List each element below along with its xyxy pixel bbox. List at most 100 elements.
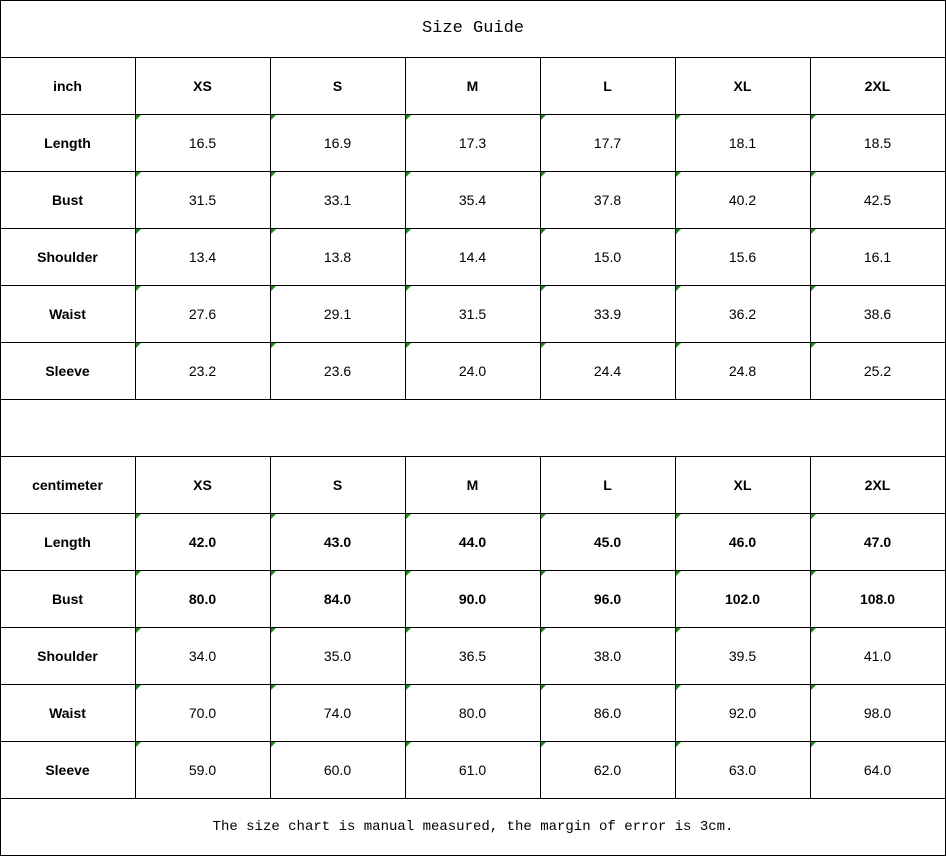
table-cell: 13.8 — [323, 248, 352, 265]
grid-line — [0, 627, 946, 628]
error-indicator-icon — [406, 229, 411, 234]
row-label-bust: Bust — [51, 191, 84, 208]
error-indicator-icon — [811, 229, 816, 234]
table-cell: 40.2 — [728, 191, 757, 208]
grid-line — [0, 285, 946, 286]
table-cell: 63.0 — [728, 761, 757, 778]
error-indicator-icon — [406, 115, 411, 120]
table-cell: 24.4 — [593, 362, 622, 379]
error-indicator-icon — [811, 685, 816, 690]
error-indicator-icon — [811, 742, 816, 747]
grid-line — [0, 741, 946, 742]
error-indicator-icon — [676, 115, 681, 120]
row-label-length: Length — [44, 134, 91, 151]
table-cell: 80.0 — [458, 704, 487, 721]
table-cell: 90.0 — [458, 590, 487, 607]
table-cell: 17.3 — [458, 134, 487, 151]
error-indicator-icon — [406, 343, 411, 348]
grid-line — [675, 57, 676, 399]
row-label-shoulder: Shoulder — [37, 647, 98, 664]
error-indicator-icon — [811, 115, 816, 120]
row-label-sleeve: Sleeve — [45, 761, 90, 778]
row-label-sleeve: Sleeve — [45, 362, 90, 379]
error-indicator-icon — [406, 742, 411, 747]
table-cell: 38.6 — [863, 305, 892, 322]
size-header-2xl: 2XL — [864, 77, 891, 94]
table-cell: 18.5 — [863, 134, 892, 151]
grid-line — [540, 456, 541, 798]
table-cell: 42.5 — [863, 191, 892, 208]
size-header-2xl: 2XL — [864, 476, 891, 493]
table-cell: 98.0 — [863, 704, 892, 721]
error-indicator-icon — [136, 172, 141, 177]
table-cell: 16.9 — [323, 134, 352, 151]
table-cell: 23.6 — [323, 362, 352, 379]
error-indicator-icon — [676, 229, 681, 234]
grid-line — [270, 456, 271, 798]
table-cell: 34.0 — [188, 647, 217, 664]
error-indicator-icon — [136, 286, 141, 291]
row-label-bust: Bust — [51, 590, 84, 607]
error-indicator-icon — [406, 172, 411, 177]
grid-line — [0, 570, 946, 571]
grid-line — [405, 456, 406, 798]
grid-line — [0, 684, 946, 685]
table-cell: 70.0 — [188, 704, 217, 721]
error-indicator-icon — [136, 628, 141, 633]
table-cell: 47.0 — [863, 533, 892, 550]
table-cell: 23.2 — [188, 362, 217, 379]
error-indicator-icon — [541, 685, 546, 690]
table-cell: 60.0 — [323, 761, 352, 778]
grid-line — [0, 456, 946, 457]
error-indicator-icon — [541, 172, 546, 177]
error-indicator-icon — [541, 628, 546, 633]
table-cell: 17.7 — [593, 134, 622, 151]
error-indicator-icon — [271, 286, 276, 291]
size-header-m: M — [466, 476, 479, 493]
error-indicator-icon — [811, 172, 816, 177]
table-cell: 80.0 — [188, 590, 217, 607]
table-cell: 29.1 — [323, 305, 352, 322]
table-cell: 43.0 — [323, 533, 352, 550]
error-indicator-icon — [136, 115, 141, 120]
table-cell: 13.4 — [188, 248, 217, 265]
grid-line — [675, 456, 676, 798]
error-indicator-icon — [136, 343, 141, 348]
grid-line — [135, 456, 136, 798]
table-cell: 64.0 — [863, 761, 892, 778]
table-cell: 31.5 — [188, 191, 217, 208]
error-indicator-icon — [541, 571, 546, 576]
footer-note: The size chart is manual measured, the m… — [212, 818, 734, 835]
table-cell: 31.5 — [458, 305, 487, 322]
table-title: Size Guide — [421, 19, 525, 38]
table-cell: 14.4 — [458, 248, 487, 265]
error-indicator-icon — [676, 343, 681, 348]
table-cell: 46.0 — [728, 533, 757, 550]
grid-line — [0, 0, 946, 1]
error-indicator-icon — [541, 343, 546, 348]
error-indicator-icon — [676, 286, 681, 291]
grid-line — [810, 456, 811, 798]
row-label-waist: Waist — [49, 305, 86, 322]
error-indicator-icon — [406, 628, 411, 633]
centimeter-unit-header: centimeter — [32, 476, 103, 493]
error-indicator-icon — [811, 628, 816, 633]
grid-line — [0, 0, 1, 856]
size-header-l: L — [603, 476, 612, 493]
error-indicator-icon — [541, 115, 546, 120]
table-cell: 62.0 — [593, 761, 622, 778]
table-cell: 36.5 — [458, 647, 487, 664]
error-indicator-icon — [136, 685, 141, 690]
error-indicator-icon — [406, 286, 411, 291]
table-cell: 35.4 — [458, 191, 487, 208]
error-indicator-icon — [271, 172, 276, 177]
error-indicator-icon — [271, 115, 276, 120]
table-cell: 27.6 — [188, 305, 217, 322]
size-header-xs: XS — [193, 476, 212, 493]
grid-line — [0, 342, 946, 343]
grid-line — [135, 57, 136, 399]
table-cell: 15.0 — [593, 248, 622, 265]
grid-line — [0, 171, 946, 172]
table-cell: 33.1 — [323, 191, 352, 208]
table-cell: 41.0 — [863, 647, 892, 664]
